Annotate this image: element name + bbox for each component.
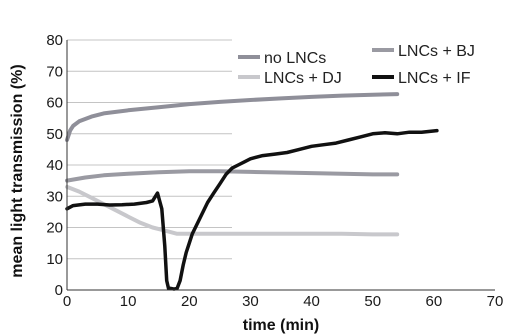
y-tick-label: 40 (46, 157, 63, 174)
axes (66, 40, 495, 291)
series-line-2 (65, 169, 400, 183)
series-line-1 (65, 92, 400, 142)
legend-label-3: LNCs + DJ (264, 70, 342, 87)
x-tick-labels: 0 10 20 30 40 50 60 70 (63, 293, 504, 310)
y-tick-label: 80 (46, 32, 63, 49)
legend-label-1: no LNCs (264, 50, 326, 67)
x-tick-label: 30 (242, 293, 259, 310)
x-tick-label: 10 (120, 293, 137, 310)
x-tick-label: 70 (487, 293, 504, 310)
y-tick-label: 20 (46, 220, 63, 237)
legend: no LNCs LNCs + BJ LNCs + DJ LNCs + IF (238, 43, 475, 87)
x-tick-label: 50 (364, 293, 381, 310)
x-axis-title: time (min) (243, 317, 319, 334)
legend-label-2: LNCs + BJ (398, 43, 475, 60)
x-tick-label: 40 (303, 293, 320, 310)
gridlines (67, 39, 232, 260)
y-tick-label: 60 (46, 95, 63, 112)
y-tick-label: 0 (55, 282, 63, 299)
x-tick-label: 60 (426, 293, 443, 310)
y-tick-label: 70 (46, 63, 63, 80)
series-layer (65, 92, 439, 291)
y-tick-labels: 0 10 20 30 40 50 60 70 80 (46, 32, 63, 299)
legend-label-4: LNCs + IF (398, 70, 471, 87)
y-tick-label: 30 (46, 188, 63, 205)
series-line-4 (65, 128, 439, 291)
y-tick-label: 50 (46, 126, 63, 143)
x-tick-label: 0 (63, 293, 71, 310)
y-tick-label: 10 (46, 251, 63, 268)
y-axis-title: mean light transmission (%) (9, 64, 26, 277)
x-tick-label: 20 (181, 293, 198, 310)
